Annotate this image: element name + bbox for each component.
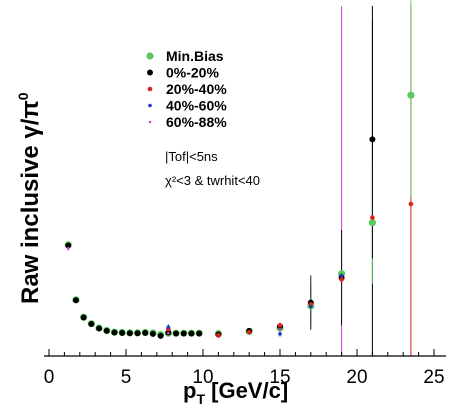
data-point: [173, 330, 180, 337]
x-tick-label: 20: [346, 367, 367, 388]
error-bars: [67, 0, 412, 339]
data-point: [65, 242, 72, 249]
data-point: [149, 330, 156, 337]
data-point: [103, 327, 110, 334]
x-tick-label: 15: [269, 367, 290, 388]
data-point: [167, 331, 170, 335]
data-point: [96, 325, 103, 332]
data-point: [369, 136, 376, 143]
data-point: [166, 325, 171, 329]
legend-label: 60%-88%: [166, 114, 227, 130]
data-point: [142, 329, 149, 336]
x-axis-label-sub: T: [196, 391, 205, 407]
y-axis-label-sup: 0: [15, 92, 31, 100]
y-axis-label-main: Raw inclusive γ/π: [17, 100, 44, 304]
legend-marker: [146, 52, 154, 60]
tall-error-bars: [341, 6, 412, 356]
legend-marker: [148, 120, 152, 124]
data-point: [119, 329, 126, 336]
legend-label: Min.Bias: [166, 48, 224, 64]
data-point: [246, 329, 252, 335]
x-tick-label: 25: [423, 367, 444, 388]
data-point: [216, 332, 221, 338]
x-tick-label: 0: [44, 367, 55, 388]
x-axis-label-main: p: [183, 378, 196, 403]
data-point: [408, 201, 414, 207]
legend-label: 40%-60%: [166, 98, 227, 114]
data-point: [188, 330, 195, 337]
legend-marker: [147, 69, 153, 76]
data-point: [80, 314, 87, 321]
data-point: [407, 91, 415, 99]
legend-marker: [147, 86, 153, 92]
x-axis-label: pT [GeV/c]: [183, 378, 288, 407]
data-point: [339, 273, 344, 278]
legend-label: 20%-40%: [166, 81, 227, 97]
data-points: [64, 91, 415, 339]
data-point: [88, 321, 95, 328]
x-ticks: 0 5 10 15 20 25: [44, 349, 445, 388]
x-tick-label: 10: [192, 367, 213, 388]
legend-label: 0%-20%: [166, 65, 219, 81]
data-point: [277, 323, 283, 328]
data-point: [72, 297, 79, 304]
legend-marker: [148, 103, 152, 108]
data-point: [180, 330, 187, 337]
data-point: [339, 277, 344, 282]
data-point: [196, 330, 203, 337]
y-axis-label: Raw inclusive γ/π0: [15, 92, 44, 304]
data-point: [370, 215, 375, 220]
data-point: [111, 329, 118, 336]
x-tick-label: 5: [121, 367, 132, 388]
annotation-tof: |Tof|<5ns: [165, 149, 218, 164]
data-point: [368, 219, 376, 227]
data-point: [278, 332, 282, 336]
data-point: [157, 332, 164, 339]
data-point: [134, 330, 141, 337]
data-point: [278, 327, 282, 331]
data-point: [66, 246, 70, 250]
annotation-chi2: χ²<3 & twrhit<40: [165, 173, 260, 188]
data-point: [309, 304, 313, 309]
x-axis-label-rest: [GeV/c]: [205, 378, 288, 403]
data-point: [126, 330, 133, 337]
